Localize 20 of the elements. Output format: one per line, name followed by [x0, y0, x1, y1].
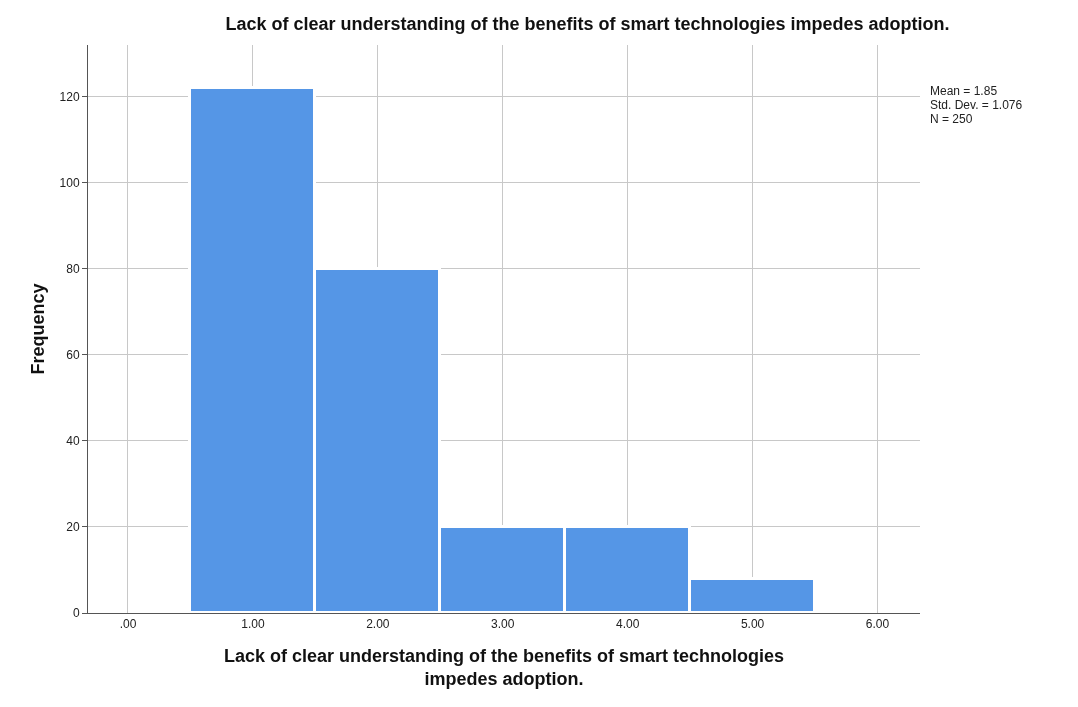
y-tick-label: 60 — [66, 348, 80, 363]
y-tick-label: 100 — [59, 175, 80, 190]
y-axis-title: Frequency — [27, 283, 48, 375]
x-tick-label: .00 — [119, 617, 137, 632]
x-tick-label: 5.00 — [740, 617, 765, 632]
text: N = 250 — [930, 112, 973, 126]
x-tick-label: 3.00 — [491, 617, 515, 632]
text: Mean = 1.85 — [930, 84, 998, 98]
x-tick-label: 6.00 — [865, 617, 890, 632]
y-tick-label: 80 — [66, 261, 80, 276]
x-axis-title: Lack of clear understanding of the benefits of smart technologies impedes adoption. — [223, 645, 785, 689]
y-tick-label: 40 — [66, 434, 80, 449]
x-tick-label: 4.00 — [616, 617, 640, 632]
y-tick-label: 20 — [66, 520, 80, 535]
y-tick-label: 120 — [59, 89, 80, 104]
text: Std. Dev. = 1.076 — [930, 98, 1023, 112]
x-tick-label: 1.00 — [241, 617, 265, 632]
x-tick-label: 2.00 — [366, 617, 390, 632]
y-tick-label: 0 — [72, 606, 80, 621]
chart-title: Lack of clear understanding of the benefits of smart technologies impedes adoption. — [225, 14, 950, 35]
